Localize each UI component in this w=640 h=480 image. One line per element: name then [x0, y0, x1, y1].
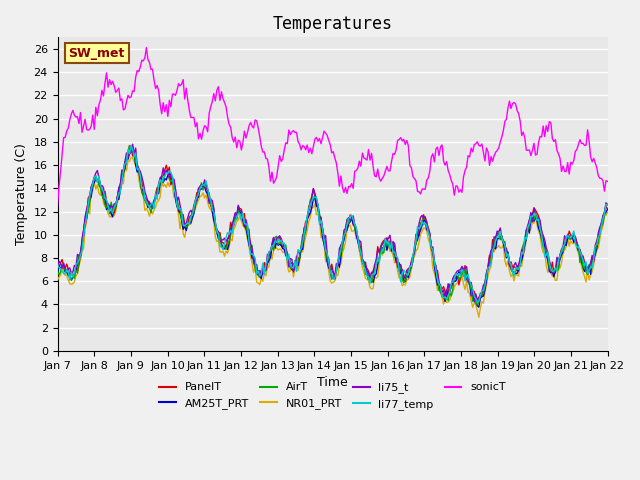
- Title: Temperatures: Temperatures: [273, 15, 392, 33]
- X-axis label: Time: Time: [317, 376, 348, 389]
- Legend: PanelT, AM25T_PRT, AirT, NR01_PRT, li75_t, li77_temp, sonicT: PanelT, AM25T_PRT, AirT, NR01_PRT, li75_…: [155, 378, 511, 414]
- Text: SW_met: SW_met: [68, 47, 125, 60]
- Y-axis label: Temperature (C): Temperature (C): [15, 143, 28, 245]
